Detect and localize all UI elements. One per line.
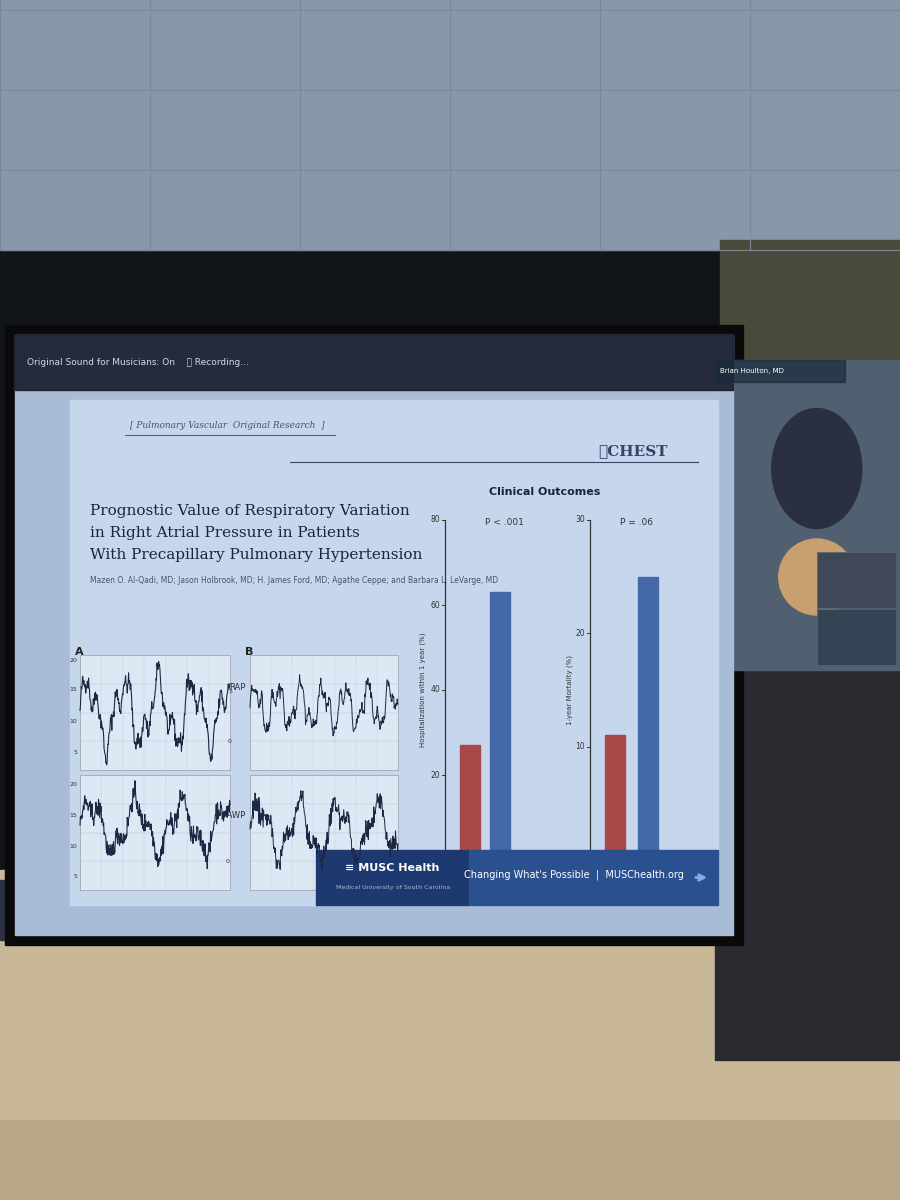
Text: ≡ MUSC Health: ≡ MUSC Health [346, 863, 440, 872]
Text: 0: 0 [435, 856, 440, 864]
Bar [80, 655, 230, 770]
Text: in Right Atrial Pressure in Patients: in Right Atrial Pressure in Patients [90, 526, 360, 540]
Text: 5: 5 [228, 689, 232, 695]
Text: 20: 20 [430, 770, 440, 780]
Bar [250, 655, 398, 770]
Text: RAP: RAP [229, 683, 245, 691]
Text: Mazen O. Al-Qadi, MD; Jason Holbrook, MD; H. James Ford, MD; Agathe Ceppe; and B: Mazen O. Al-Qadi, MD; Jason Holbrook, MD… [90, 576, 498, 584]
Bar [316, 850, 469, 905]
Bar [605, 736, 625, 860]
Bar [638, 577, 658, 860]
Ellipse shape [772, 408, 862, 528]
Bar [460, 745, 480, 860]
Bar [817, 552, 896, 608]
Bar [15, 335, 733, 390]
Bar [0, 0, 900, 250]
Bar [80, 775, 230, 890]
Text: With Precapillary Pulmonary Hypertension: With Precapillary Pulmonary Hypertension [90, 548, 422, 562]
Text: 15: 15 [69, 812, 77, 817]
Text: 5: 5 [73, 750, 77, 755]
Text: 80: 80 [430, 516, 440, 524]
Text: Medical University of South Carolina: Medical University of South Carolina [336, 884, 450, 890]
Bar [0, 880, 720, 940]
Text: RV: RV [501, 874, 508, 878]
Text: B: B [245, 647, 254, 658]
Text: RV: RV [472, 874, 479, 878]
Text: 1-year Mortality (%): 1-year Mortality (%) [567, 655, 573, 725]
Text: 10: 10 [69, 719, 77, 724]
Bar [715, 360, 900, 670]
Text: 10: 10 [575, 742, 585, 751]
Text: 30: 30 [575, 516, 585, 524]
Bar [817, 610, 896, 665]
Text: 0: 0 [580, 856, 585, 864]
Text: P = .06: P = .06 [620, 518, 653, 527]
Text: 0: 0 [228, 739, 232, 744]
Text: P < .001: P < .001 [485, 518, 524, 527]
Text: Clinical Outcomes: Clinical Outcomes [490, 487, 600, 497]
Text: 40: 40 [430, 685, 440, 695]
Text: 20: 20 [575, 629, 585, 638]
Text: Hospitalization within 1 year (%): Hospitalization within 1 year (%) [419, 632, 427, 748]
Text: (-) RAP: (-) RAP [488, 865, 512, 871]
Text: 20: 20 [69, 659, 77, 664]
Bar [0, 1120, 900, 1200]
Text: RV: RV [650, 874, 657, 878]
Text: Prognostic Value of Respiratory Variation: Prognostic Value of Respiratory Variatio… [90, 504, 410, 518]
Text: RV: RV [616, 874, 624, 878]
Text: A: A [75, 647, 84, 658]
Bar [715, 660, 900, 1060]
Text: (+) RAP: (+) RAP [456, 865, 483, 871]
Text: 60: 60 [430, 600, 440, 610]
Text: (-) RAP: (-) RAP [636, 865, 660, 871]
Bar [720, 240, 900, 1060]
Text: 15: 15 [69, 686, 77, 692]
Text: 5: 5 [73, 874, 77, 878]
Bar [15, 335, 733, 935]
Text: 10: 10 [69, 844, 77, 848]
Bar [0, 920, 900, 1060]
Text: PAWP: PAWP [221, 811, 245, 820]
Text: Original Sound for Musicians: On    🎙 Recording...: Original Sound for Musicians: On 🎙 Recor… [27, 358, 249, 367]
Bar [469, 850, 718, 905]
Bar [70, 400, 718, 905]
Bar [0, 870, 900, 1200]
Text: (+) RAP: (+) RAP [601, 865, 628, 871]
Text: 0: 0 [226, 859, 230, 864]
Bar [715, 360, 844, 382]
Circle shape [778, 539, 855, 614]
Text: ≋CHEST: ≋CHEST [598, 444, 668, 458]
Bar [490, 593, 510, 860]
Bar [5, 325, 743, 946]
Bar [250, 775, 398, 890]
Text: 20: 20 [69, 781, 77, 787]
Text: [ Pulmonary Vascular  Original Research  ]: [ Pulmonary Vascular Original Research ] [130, 421, 325, 430]
Text: Changing What's Possible  |  MUSChealth.org: Changing What's Possible | MUSChealth.or… [464, 870, 683, 880]
Text: Brian Houlton, MD: Brian Houlton, MD [720, 368, 784, 374]
